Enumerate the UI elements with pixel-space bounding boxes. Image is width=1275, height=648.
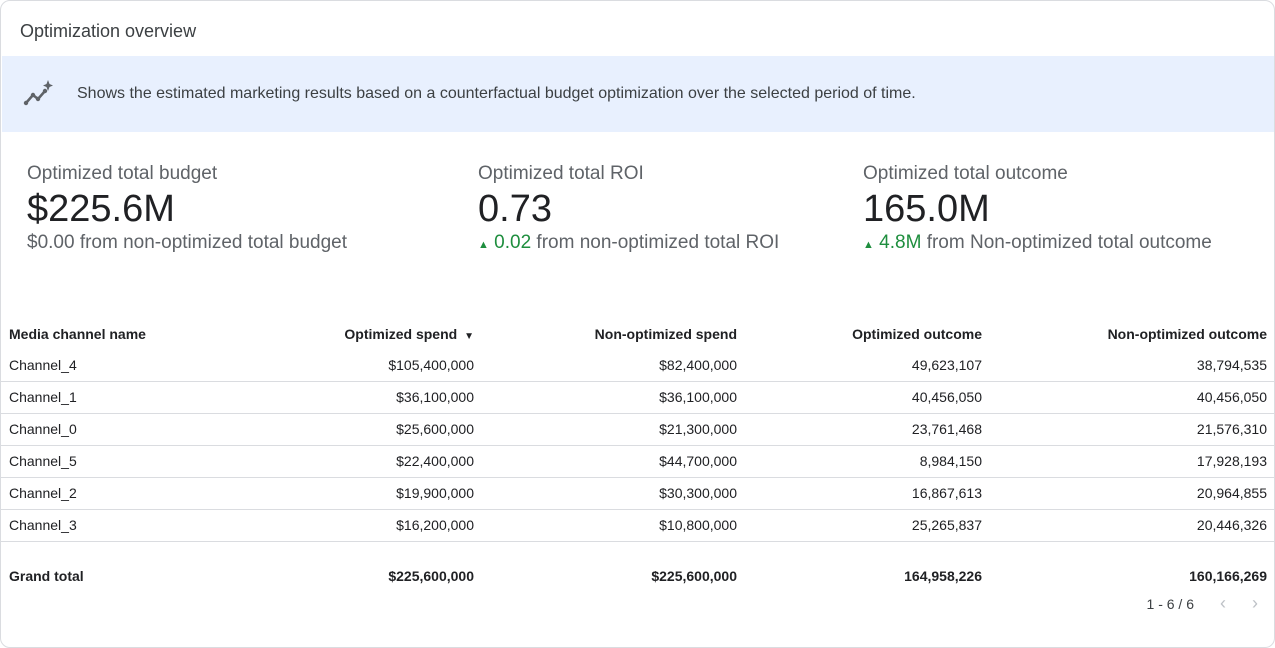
table-cell: Channel_4: [1, 349, 181, 382]
table-row: Channel_4 $105,400,000 $82,400,000 49,623,1…: [1, 349, 1274, 382]
table-cell: 20,964,855: [989, 477, 1274, 510]
arrow-up-icon: ▲: [478, 239, 489, 251]
table-cell: 40,456,050: [989, 381, 1274, 414]
kpi-label: Optimized total outcome: [863, 163, 1068, 184]
table-cell: $36,100,000: [481, 381, 744, 414]
table-cell: $82,400,000: [481, 349, 744, 382]
info-banner: Shows the estimated marketing results ba…: [2, 56, 1274, 132]
total-cell: Grand total: [9, 568, 84, 585]
table-cell: $44,700,000: [481, 445, 744, 478]
kpi-value: 0.73: [478, 188, 552, 230]
insights-sparkle-icon: [23, 80, 53, 106]
table-cell: 17,928,193: [989, 445, 1274, 478]
table-cell: $105,400,000: [181, 349, 481, 382]
header-non-optimized-spend[interactable]: Non-optimized spend: [594, 326, 737, 342]
kpi-delta-text: from non-optimized total ROI: [531, 232, 780, 253]
header-optimized-spend[interactable]: Optimized spend ▼: [344, 326, 474, 342]
table-cell: $16,200,000: [181, 509, 481, 542]
table-row: Channel_5 $22,400,000 $44,700,000 8,984,150…: [1, 445, 1274, 478]
kpi-outcome: Optimized total outcome 165.0M ▲ 4.8M fr…: [863, 163, 1212, 254]
table-row: Channel_1 $36,100,000 $36,100,000 40,456,05…: [1, 381, 1274, 414]
table-cell: $25,600,000: [181, 413, 481, 446]
table-cell: Channel_5: [1, 445, 181, 478]
kpi-delta: 0.02: [494, 232, 532, 253]
total-cell: $225,600,000: [651, 568, 737, 585]
kpi-value: $225.6M: [27, 188, 175, 230]
table-cell: Channel_3: [1, 509, 181, 542]
table-cell: 20,446,326: [989, 509, 1274, 542]
arrow-up-icon: ▲: [863, 239, 874, 251]
table-cell: $21,300,000: [481, 413, 744, 446]
table-cell: $19,900,000: [181, 477, 481, 510]
table-cell: 21,576,310: [989, 413, 1274, 446]
kpi-budget: Optimized total budget $225.6M $0.00 fro…: [27, 163, 347, 254]
results-table: Media channel name Optimized spend ▼ Non…: [1, 319, 1274, 611]
grand-total-row: Grand total $225,600,000 $225,600,000 164,9…: [1, 541, 1274, 611]
total-cell: $225,600,000: [388, 568, 474, 585]
table-cell: 16,867,613: [744, 477, 989, 510]
table-cell: 23,761,468: [744, 413, 989, 446]
table-cell: $22,400,000: [181, 445, 481, 478]
kpi-delta-text: $0.00 from non-optimized total budget: [27, 232, 348, 253]
header-channel[interactable]: Media channel name: [9, 326, 146, 342]
table-cell: $36,100,000: [181, 381, 481, 414]
kpi-delta-text: from Non-optimized total outcome: [921, 232, 1212, 253]
table-row: Channel_2 $19,900,000 $30,300,000 16,867,61…: [1, 477, 1274, 510]
card-title: Optimization overview: [20, 21, 197, 41]
header-optimized-outcome[interactable]: Optimized outcome: [852, 326, 982, 342]
table-cell: $10,800,000: [481, 509, 744, 542]
table-cell: 40,456,050: [744, 381, 989, 414]
table-cell: 49,623,107: [744, 349, 989, 382]
total-cell: 160,166,269: [1189, 568, 1267, 585]
table-cell: Channel_2: [1, 477, 181, 510]
table-cell: Channel_0: [1, 413, 181, 446]
chevron-left-icon[interactable]: ‹: [1220, 593, 1226, 613]
table-cell: 38,794,535: [989, 349, 1274, 382]
pagination-text: 1 - 6 / 6: [1146, 595, 1194, 612]
kpi-value: 165.0M: [863, 188, 990, 230]
table-cell: 8,984,150: [744, 445, 989, 478]
table-cell: Channel_1: [1, 381, 181, 414]
pagination: 1 - 6 / 6 ‹ ›: [1147, 593, 1258, 614]
table-cell: $30,300,000: [481, 477, 744, 510]
total-cell: 164,958,226: [904, 568, 982, 585]
header-non-optimized-outcome[interactable]: Non-optimized outcome: [1107, 326, 1267, 342]
kpi-label: Optimized total budget: [27, 163, 218, 184]
chevron-right-icon[interactable]: ›: [1252, 593, 1258, 613]
kpi-roi: Optimized total ROI 0.73 ▲ 0.02 from non…: [478, 163, 779, 254]
table-row: Channel_0 $25,600,000 $21,300,000 23,761,46…: [1, 413, 1274, 446]
banner-text: Shows the estimated marketing results ba…: [77, 85, 916, 102]
kpi-delta: 4.8M: [879, 232, 922, 253]
table-cell: 25,265,837: [744, 509, 989, 542]
table-row: Channel_3 $16,200,000 $10,800,000 25,265,83…: [1, 509, 1274, 542]
kpi-label: Optimized total ROI: [478, 163, 644, 184]
sort-descending-icon: ▼: [464, 331, 474, 342]
